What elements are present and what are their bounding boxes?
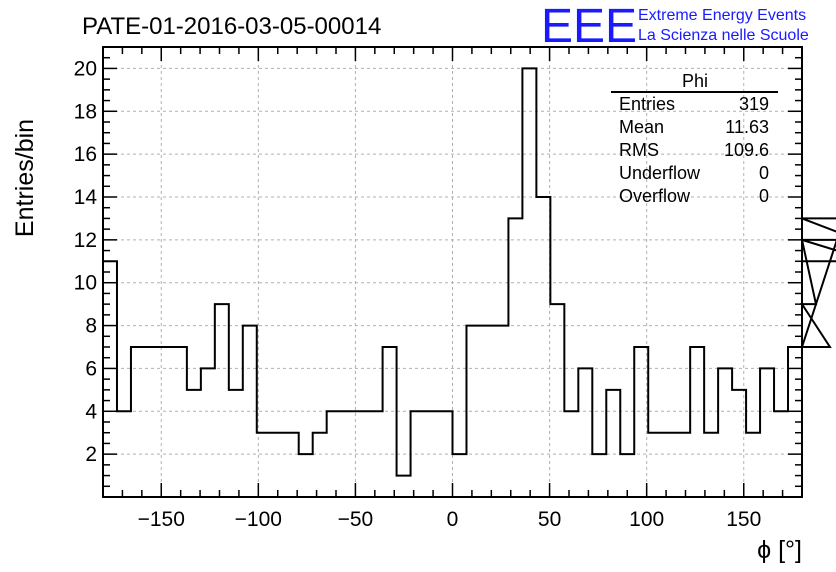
x-tick-label: 150	[726, 508, 761, 531]
stats-overflow-value: 0	[759, 186, 769, 206]
x-tick-label: 0	[447, 508, 459, 531]
chart-title: PATE-01-2016-03-05-00014	[82, 13, 381, 40]
x-tick-labels: −150 −100 −50 0 50 100 150	[138, 508, 762, 531]
y-tick-label: 6	[85, 357, 97, 380]
y-tick-label: 18	[74, 100, 97, 123]
grid	[103, 47, 802, 497]
axis-ticks	[103, 46, 803, 497]
stats-overflow-label: Overflow	[619, 186, 691, 206]
histogram-outline	[103, 67, 836, 477]
eee-logo: EEE Extreme Energy Events La Scienza nel…	[541, 0, 809, 53]
y-tick-label: 12	[74, 229, 97, 252]
x-tick-label: −100	[235, 508, 282, 531]
stats-box-name: Phi	[682, 71, 708, 91]
y-tick-label: 4	[85, 400, 97, 423]
y-tick-label: 20	[74, 57, 97, 80]
stats-rms-label: RMS	[619, 140, 659, 160]
stats-underflow-label: Underflow	[619, 163, 701, 183]
y-tick-label: 2	[85, 443, 97, 466]
logo-letters: EEE	[541, 0, 637, 53]
y-tick-label: 8	[85, 315, 97, 338]
y-tick-label: 16	[74, 143, 97, 166]
stats-entries-label: Entries	[619, 94, 675, 114]
logo-line-2: La Scienza nelle Scuole	[638, 27, 809, 44]
stats-rms-value: 109.6	[724, 140, 769, 160]
y-tick-label: 10	[74, 272, 97, 295]
stats-box: Phi Entries 319 Mean 11.63 RMS 109.6 Und…	[611, 71, 778, 206]
x-tick-label: 100	[629, 508, 664, 531]
x-tick-label: 50	[538, 508, 561, 531]
x-tick-label: −50	[338, 508, 374, 531]
stats-mean-label: Mean	[619, 117, 664, 137]
y-axis-title: Entries/bin	[11, 119, 39, 237]
stats-underflow-value: 0	[759, 163, 769, 183]
x-axis-title: ϕ [°]	[757, 536, 802, 564]
y-tick-label: 14	[74, 186, 98, 209]
logo-line-1: Extreme Energy Events	[638, 7, 806, 24]
y-tick-labels: 2 4 6 8 10 12 14 16 18 20	[74, 57, 98, 466]
stats-mean-value: 11.63	[725, 117, 769, 137]
stats-entries-value: 319	[739, 94, 769, 114]
x-tick-label: −150	[138, 508, 185, 531]
